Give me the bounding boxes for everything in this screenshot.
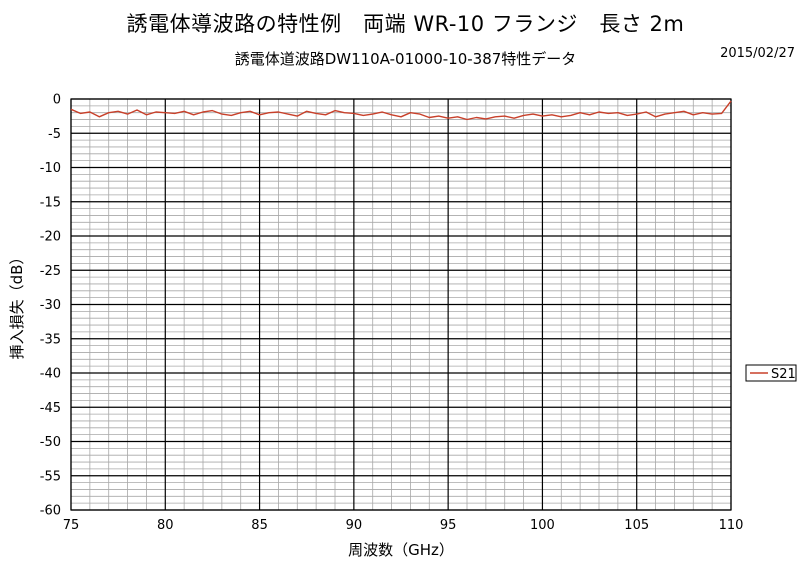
y-tick-label: -35: [40, 332, 61, 347]
x-axis-label: 周波数（GHz）: [348, 541, 454, 559]
plot-frame: [70, 98, 732, 511]
y-tick-label: -50: [40, 435, 61, 450]
x-tick-label: 95: [440, 518, 457, 533]
series-layer: [70, 100, 732, 121]
y-tick-label: -5: [48, 127, 61, 142]
x-axis-ticks: 75 80 85 90 95 100 105 110: [63, 518, 744, 533]
y-tick-label: -20: [40, 230, 61, 245]
y-tick-label: -25: [40, 264, 61, 279]
y-axis-label: 挿入損失（dB）: [8, 250, 26, 360]
chart-subtitle: 誘電体道波路DW110A-01000-10-387特性データ: [234, 50, 577, 68]
y-tick-label: -15: [40, 195, 61, 210]
y-tick-label: -55: [40, 469, 61, 484]
y-tick-label: -30: [40, 298, 61, 313]
chart-title: 誘電体導波路の特性例 両端 WR-10 フランジ 長さ 2m: [126, 12, 685, 36]
series-line-s21: [70, 100, 732, 121]
y-tick-label: -60: [40, 504, 61, 519]
legend-label-s21: S21: [771, 367, 796, 382]
y-tick-label: 0: [53, 93, 61, 108]
chart-date: 2015/02/27: [720, 46, 795, 61]
x-tick-label: 80: [157, 518, 174, 533]
x-tick-label: 75: [63, 518, 80, 533]
y-tick-label: -10: [40, 161, 61, 176]
legend-box: [745, 364, 797, 382]
y-tick-label: -45: [40, 401, 61, 416]
x-tick-label: 110: [719, 518, 744, 533]
legend: S21: [745, 364, 797, 382]
x-tick-label: 85: [251, 518, 268, 533]
y-tick-label: -40: [40, 367, 61, 382]
x-tick-label: 105: [624, 518, 649, 533]
y-axis-ticks: 0 -5 -10 -15 -20 -25 -30 -35 -40 -45 -50 -55 -60: [40, 93, 61, 519]
x-tick-label: 100: [530, 518, 555, 533]
x-tick-label: 90: [346, 518, 363, 533]
